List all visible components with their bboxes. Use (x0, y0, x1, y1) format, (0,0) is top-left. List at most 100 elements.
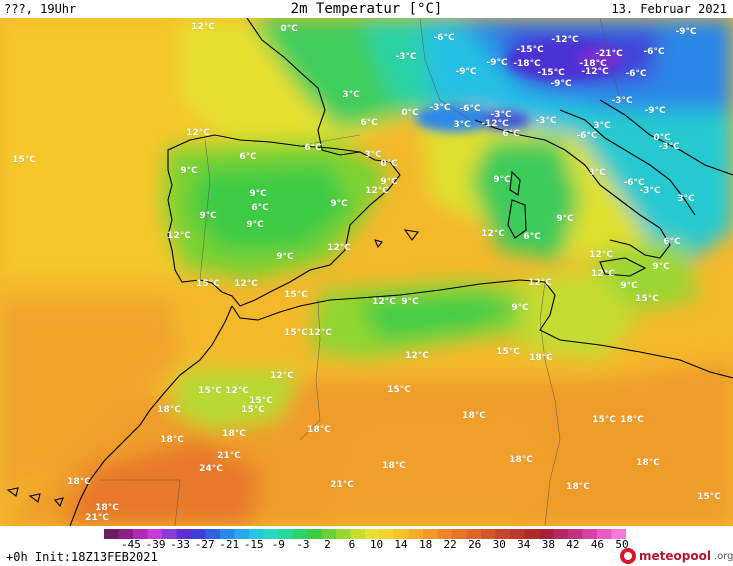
temperature-label: 6°C (251, 203, 269, 213)
color-scale-cell (394, 529, 410, 539)
temperature-label: 18°C (382, 461, 406, 471)
temperature-label: -9°C (550, 79, 572, 89)
color-scale-tick: -27 (194, 538, 215, 551)
color-scale-cell (423, 529, 439, 539)
color-scale-cell (191, 529, 207, 539)
temperature-label: 9°C (620, 281, 638, 291)
temperature-label: 12°C (167, 231, 191, 241)
color-scale-tick: 34 (517, 538, 531, 551)
temperature-label: 9°C (511, 303, 529, 313)
borders (100, 18, 621, 526)
temperature-label: 18°C (95, 503, 119, 513)
temperature-label: 18°C (222, 429, 246, 439)
temperature-label: 21°C (217, 451, 241, 461)
temperature-label: -12°C (481, 119, 509, 129)
color-scale-tick: 30 (492, 538, 506, 551)
temperature-label: 18°C (307, 425, 331, 435)
color-scale-cell (452, 529, 468, 539)
temperature-label: 15°C (196, 279, 220, 289)
color-scale-cell (292, 529, 308, 539)
temperature-label: 18°C (529, 353, 553, 363)
color-scale-ticks: -45 -39 -33 -27 -21 -15 -9 -3 2 6 10 14 18 22 26 30 34 38… (0, 538, 733, 552)
color-scale-tick: -21 (219, 538, 240, 551)
temperature-label: 12°C (186, 128, 210, 138)
logo-ext: .org (713, 550, 733, 562)
color-scale-cell (539, 529, 555, 539)
temperature-label: 12°C (191, 22, 215, 32)
temperature-label: 18°C (509, 455, 533, 465)
temperature-label: 12°C (365, 186, 389, 196)
color-scale-tick: -33 (170, 538, 191, 551)
temperature-label: 3°C (364, 150, 382, 160)
color-scale-tick: -15 (243, 538, 264, 551)
color-scale-cell (495, 529, 511, 539)
temperature-label: 0°C (280, 24, 298, 34)
temperature-label: 9°C (199, 211, 217, 221)
color-scale-cell (278, 529, 294, 539)
map-title: 2m Temperatur [°C] (290, 1, 443, 17)
color-scale-cell (162, 529, 178, 539)
color-scale-cell (568, 529, 584, 539)
temperature-label: -3°C (535, 116, 557, 126)
color-scale-cell (147, 529, 163, 539)
color-scale-cell (133, 529, 149, 539)
temperature-label: 9°C (276, 252, 294, 262)
temperature-field (0, 18, 733, 526)
temperature-label: -9°C (486, 58, 508, 68)
temperature-label: 6°C (304, 143, 322, 153)
temperature-label: -9°C (644, 106, 666, 116)
temperature-label: 12°C (327, 243, 351, 253)
logo-icon (620, 548, 636, 564)
color-scale-cell (524, 529, 540, 539)
temperature-label: 18°C (67, 477, 91, 487)
temperature-label: 6°C (663, 237, 681, 247)
logo-name: meteopool (639, 549, 711, 563)
temperature-label: 12°C (372, 297, 396, 307)
temperature-label: 12°C (270, 371, 294, 381)
temperature-label: 15°C (198, 386, 222, 396)
temperature-label: -12°C (551, 35, 579, 45)
temperature-label: 0°C (401, 108, 419, 118)
coastlines (6, 18, 733, 526)
color-scale-cell (611, 529, 626, 539)
temperature-label: 9°C (249, 189, 267, 199)
temperature-label: 18°C (620, 415, 644, 425)
temperature-label: 9°C (330, 199, 348, 209)
temperature-label: 15°C (284, 290, 308, 300)
color-scale-cell (408, 529, 424, 539)
color-scale-tick: -9 (271, 538, 285, 551)
temperature-label: -6°C (433, 33, 455, 43)
temperature-label: -15°C (537, 68, 565, 78)
run-info: ???, 19Uhr (4, 2, 77, 16)
meteopool-logo[interactable]: meteopool .org (620, 546, 733, 566)
color-scale-cell (597, 529, 613, 539)
temperature-label: -18°C (513, 59, 541, 69)
temperature-map[interactable]: 0°C 12°C -6°C -12°C -9°C -15°C -21°C -6°C -3°C -9… (0, 18, 733, 526)
temperature-label: 9°C (246, 220, 264, 230)
color-scale-tick: -39 (145, 538, 166, 551)
color-scale-cell (104, 529, 120, 539)
temperature-label: 15°C (12, 155, 36, 165)
color-scale-tick: 42 (566, 538, 580, 551)
temperature-label: 18°C (160, 435, 184, 445)
temperature-label: -3°C (611, 96, 633, 106)
temperature-label: -6°C (625, 69, 647, 79)
color-scale-tick: 10 (369, 538, 384, 551)
temperature-label: 15°C (249, 396, 273, 406)
color-scale-tick: 50 (615, 538, 629, 551)
temperature-label: 12°C (405, 351, 429, 361)
temperature-label: 15°C (635, 294, 659, 304)
color-scale-cell (350, 529, 366, 539)
temperature-label: 0°C (380, 159, 398, 169)
color-scale-cell (365, 529, 381, 539)
color-scale-cell (176, 529, 192, 539)
temperature-label: 15°C (697, 492, 721, 502)
temperature-label: 9°C (493, 175, 511, 185)
temperature-label: 18°C (636, 458, 660, 468)
temperature-label: -3°C (395, 52, 417, 62)
temperature-label: -3°C (639, 186, 661, 196)
temperature-label: 12°C (589, 250, 613, 260)
temperature-label: 9°C (401, 297, 419, 307)
cold-core (415, 40, 625, 132)
color-scale-cell (466, 529, 482, 539)
